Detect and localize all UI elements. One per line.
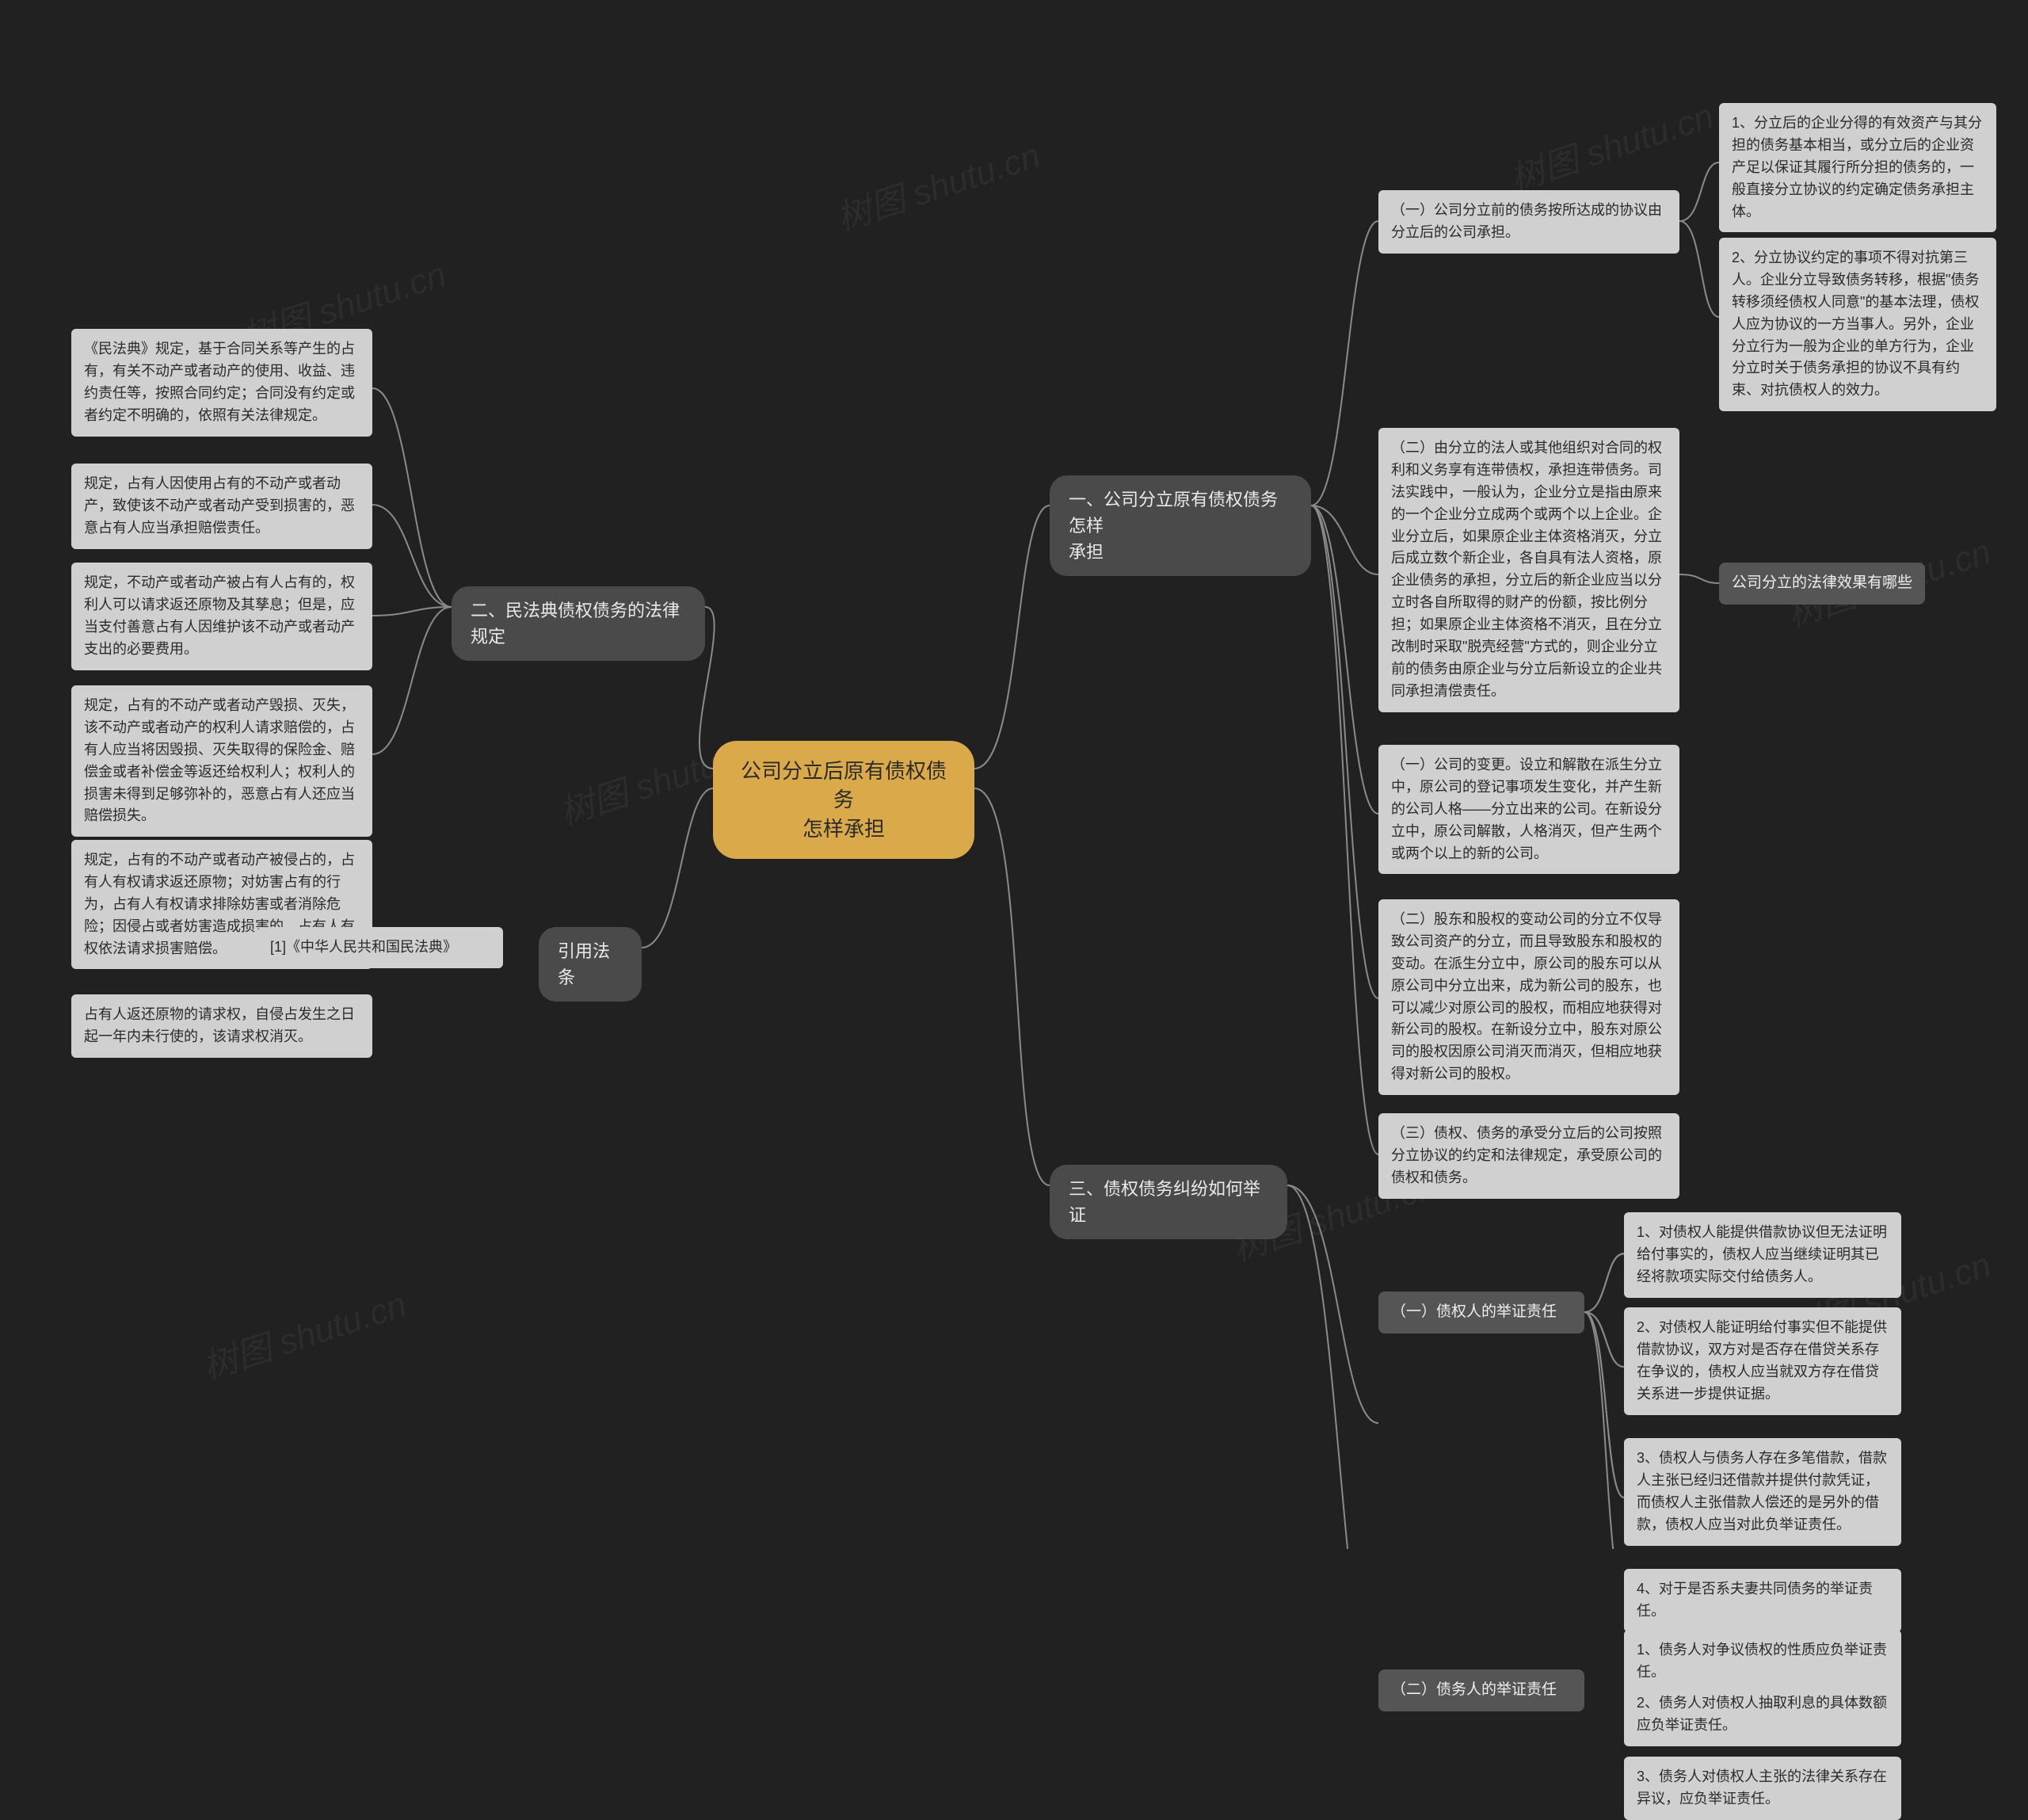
b2-leaf-1[interactable]: 规定，占有人因使用占有的不动产或者动产，致使该不动产或者动产受到损害的，恶意占有… — [71, 464, 372, 549]
b3-s1-leaf-2[interactable]: 3、债权人与债务人存在多笔借款，借款人主张已经归还借款并提供付款凭证，而债权人主… — [1624, 1438, 1901, 1546]
b1-c2-child[interactable]: 公司分立的法律效果有哪些 — [1719, 563, 1925, 605]
b2-leaf-3[interactable]: 规定，占有的不动产或者动产毁损、灭失，该不动产或者动产的权利人请求赔偿的，占有人… — [71, 685, 372, 837]
b1-c5[interactable]: （三）债权、债务的承受分立后的公司按照分立协议的约定和法律规定，承受原公司的债权… — [1378, 1113, 1679, 1199]
branch-1-line2: 承担 — [1069, 539, 1292, 565]
b1-c2[interactable]: （二）由分立的法人或其他组织对合同的权利和义务享有连带债权，承担连带债务。司法实… — [1378, 428, 1679, 712]
b1-c1-leaf-1[interactable]: 1、分立后的企业分得的有效资产与其分担的债务基本相当，或分立后的企业资产足以保证… — [1719, 103, 1996, 232]
b2-leaf-5[interactable]: 占有人返还原物的请求权，自侵占发生之日起一年内未行使的，该请求权消灭。 — [71, 994, 372, 1058]
root-line1: 公司分立后原有债权债务 — [737, 757, 951, 815]
branch-1[interactable]: 一、公司分立原有债权债务怎样 承担 — [1050, 475, 1311, 576]
branch-3[interactable]: 三、债权债务纠纷如何举证 — [1050, 1165, 1287, 1239]
watermark: 树图 shutu.cn — [829, 127, 1046, 240]
b3-s2-leaf-2[interactable]: 3、债务人对债权人主张的法律关系存在异议，应负举证责任。 — [1624, 1757, 1901, 1820]
root-line2: 怎样承担 — [737, 815, 951, 843]
b2-leaf-2[interactable]: 规定，不动产或者动产被占有人占有的，权利人可以请求返还原物及其孳息；但是，应当支… — [71, 563, 372, 670]
b3-s1-leaf-0[interactable]: 1、对债权人能提供借款协议但无法证明给付事实的，债权人应当继续证明其已经将款项实… — [1624, 1212, 1901, 1298]
b2-leaf-0[interactable]: 《民法典》规定，基于合同关系等产生的占有，有关不动产或者动产的使用、收益、违约责… — [71, 329, 372, 437]
b3-s2-leaf-1[interactable]: 2、债务人对债权人抽取利息的具体数额应负举证责任。 — [1624, 1683, 1901, 1746]
b3-s1[interactable]: （一）债权人的举证责任 — [1378, 1292, 1584, 1334]
b4-leaf[interactable]: [1]《中华人民共和国民法典》 — [257, 927, 503, 968]
b3-s2[interactable]: （二）债务人的举证责任 — [1378, 1669, 1584, 1711]
b1-c1-leaf-2[interactable]: 2、分立协议约定的事项不得对抗第三人。企业分立导致债务转移，根据"债务转移须经债… — [1719, 238, 1996, 411]
branch-1-line1: 一、公司分立原有债权债务怎样 — [1069, 486, 1292, 539]
branch-2[interactable]: 二、民法典债权债务的法律规定 — [452, 586, 705, 661]
b1-c1[interactable]: （一）公司分立前的债务按所达成的协议由分立后的公司承担。 — [1378, 190, 1679, 254]
watermark: 树图 shutu.cn — [1503, 87, 1719, 200]
b1-c3[interactable]: （一）公司的变更。设立和解散在派生分立中，原公司的登记事项发生变化，并产生新的公… — [1378, 745, 1679, 874]
root-node[interactable]: 公司分立后原有债权债务 怎样承担 — [713, 741, 974, 859]
b3-s1-leaf-3[interactable]: 4、对于是否系夫妻共同债务的举证责任。 — [1624, 1569, 1901, 1632]
branch-4[interactable]: 引用法条 — [539, 927, 642, 1002]
b1-c4[interactable]: （二）股东和股权的变动公司的分立不仅导致公司资产的分立，而且导致股东和股权的变动… — [1378, 899, 1679, 1095]
watermark: 树图 shutu.cn — [196, 1276, 412, 1389]
b3-s1-leaf-1[interactable]: 2、对债权人能证明给付事实但不能提供借款协议，双方对是否存在借贷关系存在争议的，… — [1624, 1307, 1901, 1415]
